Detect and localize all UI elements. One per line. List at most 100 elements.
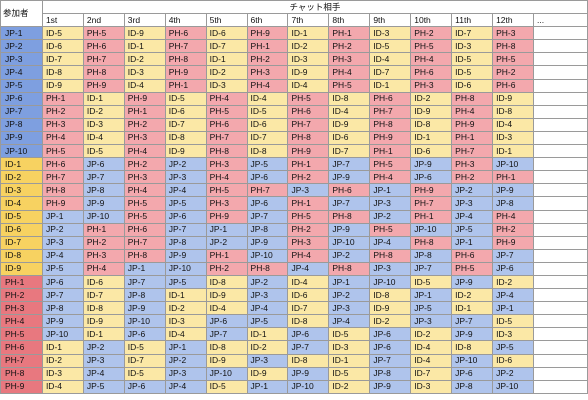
table-row: PH-3 JP-8 ID-8 JP-9 ID-2 ID-4 JP-4 ID-7 JP-3 ID-9…: [0, 301, 588, 316]
partner-cell: PH-6: [492, 78, 534, 93]
partner-cell: ID-2: [82, 104, 125, 119]
partner-cell: ID-9: [369, 301, 412, 316]
partner-cell: ID-3: [41, 366, 84, 381]
partner-cell: ID-2: [246, 340, 289, 355]
partner-cell: PH-8: [205, 144, 248, 159]
table-row: ID-4 PH-9 JP-9 PH-5 JP-5 PH-3 JP-6 PH-1 JP-7 JP-3…: [0, 196, 588, 211]
partner-cell: PH-2: [287, 222, 330, 237]
partner-cell: ID-2: [369, 314, 412, 329]
partner-cell: PH-5: [123, 209, 166, 224]
partner-cell: PH-8: [82, 65, 125, 80]
partner-cell: ID-8: [451, 340, 494, 355]
partner-cell: PH-6: [123, 222, 166, 237]
partner-cell: JP-8: [123, 288, 166, 303]
partner-cell: PH-8: [164, 52, 207, 67]
partner-cell: ID-7: [451, 26, 494, 41]
partner-cell: ID-6: [41, 39, 84, 54]
table-row: ID-2 PH-7 JP-7 PH-3 JP-3 PH-4 JP-6 PH-2 JP-9 PH-4…: [0, 170, 588, 185]
partner-cell: ID-1: [369, 78, 412, 93]
column-header: 9th: [369, 13, 412, 28]
partner-cell: ID-1: [205, 52, 248, 67]
partner-cell: PH-3: [82, 248, 125, 263]
partner-cell: ID-6: [287, 288, 330, 303]
partner-cell: ID-8: [410, 117, 453, 132]
partner-cell: ID-2: [287, 39, 330, 54]
partner-cell: PH-1: [369, 144, 412, 159]
partner-cell: ID-3: [82, 117, 125, 132]
partner-cell: JP-6: [287, 327, 330, 342]
partner-cell: JP-1: [328, 274, 371, 290]
partner-cell: JP-3: [451, 196, 494, 211]
partner-cell: PH-5: [287, 209, 330, 224]
partner-cell: JP-6: [369, 340, 412, 355]
partner-cell: JP-7: [164, 222, 207, 237]
partner-cell: ID-9: [287, 65, 330, 80]
partner-cell: PH-3: [41, 117, 84, 132]
continuation-cell: [533, 170, 588, 185]
partner-cell: JP-9: [492, 183, 534, 198]
participant-cell: PH-7: [0, 353, 43, 368]
partner-cell: JP-8: [410, 248, 453, 263]
partner-cell: PH-4: [410, 52, 453, 67]
partner-cell: ID-1: [410, 130, 453, 146]
participant-cell: PH-8: [0, 366, 43, 381]
continuation-cell: [533, 274, 588, 290]
partner-cell: JP-5: [246, 314, 289, 329]
partner-cell: JP-9: [164, 248, 207, 263]
partner-cell: JP-8: [246, 222, 289, 237]
table-row: ID-1 PH-6 JP-6 PH-2 JP-2 PH-3 JP-5 PH-1 JP-7 PH-5…: [0, 157, 588, 172]
table-row: ID-6 JP-2 PH-1 PH-6 JP-7 JP-1 JP-8 PH-2 JP-9 PH-5…: [0, 222, 588, 237]
partner-cell: PH-3: [123, 170, 166, 185]
partner-cell: PH-1: [328, 26, 371, 41]
partner-cell: PH-6: [41, 157, 84, 172]
partner-cell: PH-8: [369, 248, 412, 263]
partner-cell: PH-2: [287, 170, 330, 185]
partner-cell: JP-3: [246, 353, 289, 368]
partner-cell: PH-1: [41, 91, 84, 106]
partner-cell: JP-8: [492, 196, 534, 211]
partner-cell: JP-4: [82, 366, 125, 381]
table-row: JP-1 ID-5 PH-5 ID-9 PH-6 ID-6 PH-9 ID-1 PH-1 ID-3…: [0, 26, 588, 41]
partner-cell: PH-9: [205, 209, 248, 224]
table-row: JP-5 ID-9 PH-9 ID-4 PH-1 ID-3 PH-4 ID-4 PH-5 ID-1…: [0, 78, 588, 93]
partner-cell: PH-3: [451, 157, 494, 172]
partner-cell: PH-2: [492, 222, 534, 237]
partner-cell: ID-2: [410, 327, 453, 342]
partner-cell: PH-4: [123, 183, 166, 198]
partner-cell: PH-8: [410, 235, 453, 250]
continuation-cell: [533, 196, 588, 211]
partner-cell: PH-4: [492, 209, 534, 224]
partner-cell: JP-9: [41, 314, 84, 329]
partner-cell: PH-8: [451, 91, 494, 106]
partner-cell: ID-2: [41, 353, 84, 368]
continuation-cell: [533, 314, 588, 329]
table-row: PH-7 ID-2 JP-3 ID-7 JP-2 ID-9 JP-3 ID-8 ID-1 JP-7…: [0, 353, 588, 368]
participant-cell: ID-8: [0, 248, 43, 263]
partner-cell: JP-6: [246, 196, 289, 211]
partner-cell: ID-5: [410, 274, 453, 290]
partner-cell: ID-4: [410, 353, 453, 368]
partner-cell: JP-5: [451, 222, 494, 237]
participant-cell: JP-2: [0, 39, 43, 54]
partner-cell: JP-7: [451, 314, 494, 329]
participant-cell: PH-1: [0, 274, 43, 290]
partner-cell: JP-4: [369, 235, 412, 250]
partner-cell: JP-1: [492, 301, 534, 316]
continuation-cell: [533, 26, 588, 41]
partner-cell: PH-5: [123, 196, 166, 211]
partner-cell: ID-5: [246, 104, 289, 119]
participant-cell: JP-9: [0, 130, 43, 146]
partner-cell: PH-7: [451, 144, 494, 159]
partner-cell: ID-7: [82, 288, 125, 303]
partner-cell: ID-5: [164, 91, 207, 106]
partner-cell: ID-4: [410, 340, 453, 355]
partner-cell: JP-7: [82, 170, 125, 185]
partner-cell: PH-5: [41, 144, 84, 159]
table-row: JP-2 ID-6 PH-6 ID-1 PH-7 ID-7 PH-1 ID-2 PH-2 ID-5…: [0, 39, 588, 54]
participant-cell: JP-4: [0, 65, 43, 80]
table-row: JP-3 ID-7 PH-7 ID-2 PH-8 ID-1 PH-2 ID-3 PH-3 ID-4…: [0, 52, 588, 67]
partner-cell: PH-9: [369, 130, 412, 146]
partner-cell: ID-6: [328, 130, 371, 146]
partner-cell: PH-4: [287, 248, 330, 263]
partner-cell: PH-1: [410, 209, 453, 224]
